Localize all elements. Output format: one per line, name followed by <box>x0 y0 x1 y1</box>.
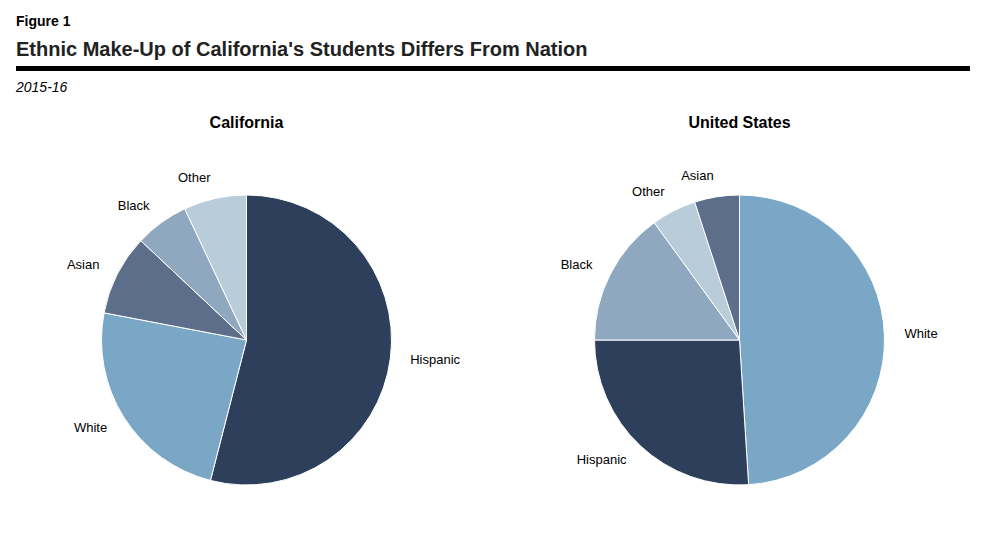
slice-labels: Hispanic White Asian Black Other <box>67 170 461 434</box>
pie-slice <box>185 195 247 340</box>
slice-label: White <box>74 420 107 435</box>
slice-label: Hispanic <box>577 452 627 467</box>
slice-label: Asian <box>67 257 100 272</box>
chart-svg: Figure 1 Ethnic Make-Up of California's S… <box>0 0 986 560</box>
slice-label: Other <box>178 170 211 185</box>
slice-labels: White Hispanic Black Other Asian <box>561 168 938 466</box>
slice-label: White <box>904 326 937 341</box>
pie-slice <box>740 195 885 485</box>
pie-slice <box>695 195 740 340</box>
chart-title: United States <box>688 114 790 131</box>
slices <box>595 195 885 485</box>
figure-label: Figure 1 <box>16 13 71 29</box>
separator <box>16 66 970 71</box>
slice-label: Hispanic <box>410 352 460 367</box>
header: Figure 1 Ethnic Make-Up of California's S… <box>15 13 970 95</box>
title: Ethnic Make-Up of California's Students … <box>16 38 587 60</box>
slice-label: Black <box>118 198 150 213</box>
chart-title: California <box>210 114 284 131</box>
pie-chart: Hispanic White Asian Black Other <box>67 170 461 485</box>
pie-chart: White Hispanic Black Other Asian <box>561 168 938 485</box>
slice-label: Asian <box>681 168 714 183</box>
slice-label: Other <box>632 184 665 199</box>
chart-container: Figure 1 Ethnic Make-Up of California's S… <box>0 0 986 560</box>
subtitle: 2015-16 <box>15 79 68 95</box>
slice-label: Black <box>561 257 593 272</box>
pie-slice <box>101 313 246 481</box>
slices <box>101 195 391 485</box>
